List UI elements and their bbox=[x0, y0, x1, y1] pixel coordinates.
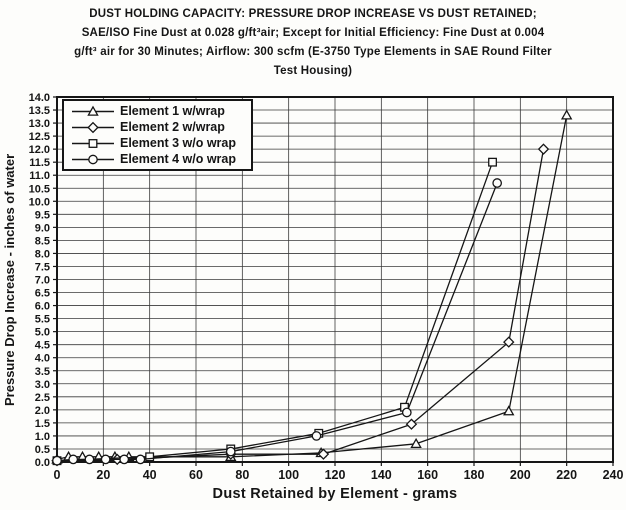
svg-text:4.5: 4.5 bbox=[35, 340, 50, 352]
svg-text:200: 200 bbox=[510, 468, 531, 482]
legend-label: Element 3 w/o wrap bbox=[120, 136, 237, 150]
circle-marker-icon bbox=[72, 154, 114, 164]
svg-text:7.0: 7.0 bbox=[35, 275, 50, 287]
svg-text:100: 100 bbox=[278, 468, 299, 482]
diamond-marker bbox=[405, 418, 418, 430]
svg-text:0: 0 bbox=[54, 468, 61, 482]
circle-marker bbox=[119, 454, 130, 465]
svg-text:240: 240 bbox=[603, 468, 624, 482]
legend-label: Element 2 w/wrap bbox=[120, 120, 225, 134]
series-element-4 bbox=[52, 178, 503, 466]
svg-text:0.0: 0.0 bbox=[35, 457, 50, 469]
circle-marker bbox=[52, 455, 62, 466]
chart-title: DUST HOLDING CAPACITY: PRESSURE DROP INC… bbox=[10, 5, 616, 81]
svg-text:7.5: 7.5 bbox=[35, 261, 50, 273]
svg-text:3.0: 3.0 bbox=[35, 379, 50, 391]
svg-text:120: 120 bbox=[325, 468, 346, 482]
svg-text:5.5: 5.5 bbox=[35, 314, 50, 326]
svg-text:1.5: 1.5 bbox=[35, 418, 50, 430]
svg-text:6.5: 6.5 bbox=[35, 288, 50, 300]
diamond-marker bbox=[317, 448, 330, 460]
triangle-marker-icon bbox=[72, 105, 114, 116]
svg-text:180: 180 bbox=[464, 468, 485, 482]
circle-marker bbox=[225, 446, 236, 457]
svg-text:8.0: 8.0 bbox=[35, 248, 50, 260]
legend: Element 1 w/wrap Element 2 w/wrap Elemen… bbox=[62, 99, 253, 171]
circle-marker bbox=[135, 454, 146, 465]
svg-text:2.5: 2.5 bbox=[35, 392, 50, 404]
triangle-marker bbox=[503, 405, 515, 416]
svg-text:9.5: 9.5 bbox=[35, 209, 50, 221]
svg-text:220: 220 bbox=[556, 468, 577, 482]
svg-text:20: 20 bbox=[96, 468, 110, 482]
svg-text:8.5: 8.5 bbox=[35, 235, 50, 247]
legend-item-element-1: Element 1 w/wrap bbox=[71, 103, 247, 119]
svg-text:40: 40 bbox=[143, 468, 157, 482]
circle-marker bbox=[88, 154, 98, 164]
square-marker bbox=[145, 452, 155, 462]
circle-marker bbox=[492, 178, 503, 188]
circle-marker bbox=[84, 454, 95, 465]
x-axis-label: Dust Retained by Element - grams bbox=[212, 486, 458, 502]
diamond-marker-icon bbox=[72, 121, 114, 133]
svg-text:9.0: 9.0 bbox=[35, 222, 50, 234]
svg-text:6.0: 6.0 bbox=[35, 301, 50, 313]
svg-text:12.0: 12.0 bbox=[29, 144, 50, 156]
chart-title-line-2: SAE/ISO Fine Dust at 0.028 g/ft³air; Exc… bbox=[81, 27, 545, 39]
svg-text:2.0: 2.0 bbox=[35, 405, 50, 417]
svg-text:10.5: 10.5 bbox=[29, 183, 50, 195]
svg-text:140: 140 bbox=[371, 468, 392, 482]
diamond-marker bbox=[537, 143, 550, 155]
y-axis-label: Pressure Drop Increase - inches of water bbox=[2, 153, 17, 406]
triangle-marker bbox=[560, 109, 573, 120]
svg-text:10.0: 10.0 bbox=[29, 196, 50, 208]
legend-label: Element 1 w/wrap bbox=[120, 104, 225, 118]
svg-text:11.0: 11.0 bbox=[29, 170, 50, 182]
svg-text:5.0: 5.0 bbox=[35, 327, 50, 339]
series-curve bbox=[56, 182, 498, 462]
legend-label: Element 4 w/o wrap bbox=[120, 152, 237, 166]
circle-marker bbox=[68, 454, 79, 465]
svg-text:13.0: 13.0 bbox=[29, 118, 50, 130]
series-element-3 bbox=[52, 157, 497, 466]
chart-title-line-1: DUST HOLDING CAPACITY: PRESSURE DROP INC… bbox=[89, 8, 537, 20]
square-marker bbox=[488, 157, 497, 167]
plot-frame bbox=[56, 96, 614, 463]
legend-item-element-4: Element 4 w/o wrap bbox=[71, 151, 247, 167]
svg-text:4.0: 4.0 bbox=[35, 353, 50, 365]
square-marker bbox=[88, 138, 98, 148]
square-marker-icon bbox=[72, 138, 114, 148]
y-tick-labels: 0.00.51.01.52.02.53.03.54.04.55.05.56.06… bbox=[29, 92, 50, 469]
legend-item-element-3: Element 3 w/o wrap bbox=[71, 135, 247, 151]
x-tick-labels: 0 20 40 60 80 100 120 140 160 180 200 220 240 bbox=[54, 468, 624, 482]
triangle-marker bbox=[87, 105, 99, 116]
svg-text:60: 60 bbox=[189, 468, 203, 482]
svg-text:13.5: 13.5 bbox=[29, 105, 50, 117]
svg-text:1.0: 1.0 bbox=[35, 431, 50, 443]
svg-text:160: 160 bbox=[417, 468, 438, 482]
svg-text:80: 80 bbox=[235, 468, 249, 482]
svg-text:3.5: 3.5 bbox=[35, 366, 50, 378]
chart-title-line-4: Test Housing) bbox=[273, 65, 353, 77]
legend-item-element-2: Element 2 w/wrap bbox=[71, 119, 247, 135]
diamond-marker bbox=[87, 121, 99, 133]
triangle-marker bbox=[410, 437, 422, 449]
svg-text:12.5: 12.5 bbox=[29, 131, 50, 143]
circle-marker bbox=[401, 407, 412, 418]
circle-marker bbox=[311, 431, 322, 441]
series-curve bbox=[56, 148, 545, 462]
circle-marker bbox=[100, 454, 111, 465]
svg-text:14.0: 14.0 bbox=[29, 92, 50, 104]
chart-title-line-3: g/ft³ air for 30 Minutes; Airflow: 300 s… bbox=[74, 46, 552, 58]
series-curve bbox=[56, 161, 494, 462]
svg-text:0.5: 0.5 bbox=[35, 444, 50, 456]
svg-text:11.5: 11.5 bbox=[29, 157, 50, 169]
diamond-marker bbox=[503, 336, 515, 348]
